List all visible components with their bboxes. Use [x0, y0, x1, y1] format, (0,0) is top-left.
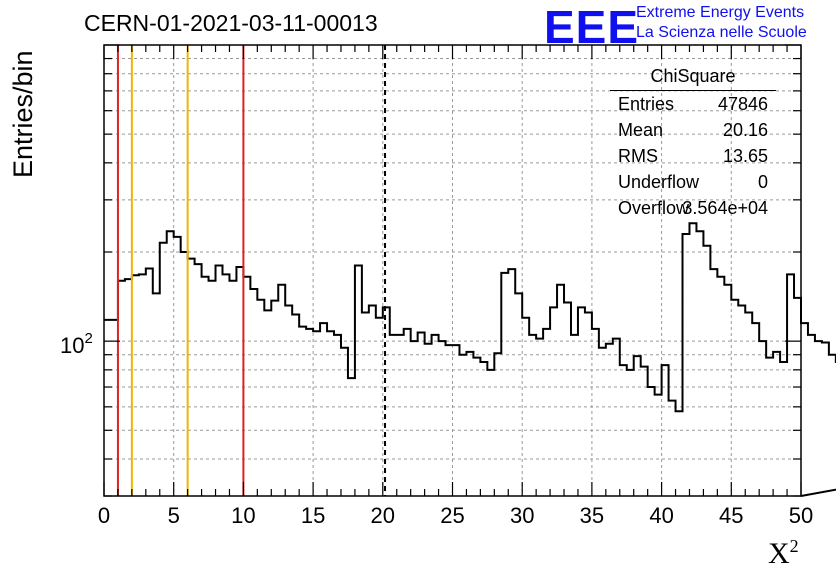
x-tick-label: 35 [580, 503, 604, 528]
x-tick-label: 25 [440, 503, 464, 528]
x-tick-label: 10 [231, 503, 255, 528]
x-tick-label: 0 [98, 503, 110, 528]
x-tick-label: 15 [301, 503, 325, 528]
eee-logo: EEE [544, 1, 640, 53]
histogram-series [104, 222, 836, 497]
stats-row-underflow: Underflow 0 [618, 172, 768, 192]
chart-title: CERN-01-2021-03-11-00013 [84, 10, 378, 36]
x-tick-label: 20 [371, 503, 395, 528]
y-tick-label: 102 [60, 330, 93, 358]
logo-line-1: Extreme Energy Events [636, 4, 805, 21]
stats-row-overflow: Overflow 3.564e+04 [618, 198, 768, 218]
stats-title: ChiSquare [610, 66, 776, 91]
x-tick-label: 50 [789, 503, 813, 528]
x-tick-label: 5 [168, 503, 180, 528]
y-axis-label: Entries/bin [8, 50, 38, 178]
x-axis-label: X2 [768, 536, 799, 570]
stats-row-rms: RMS 13.65 [618, 146, 768, 166]
stats-box: ChiSquare Entries 47846 Mean 20.16 RMS 13.6… [610, 66, 776, 221]
stats-row-entries: Entries 47846 [618, 94, 768, 114]
x-tick-label: 45 [719, 503, 743, 528]
x-tick-label: 40 [649, 503, 673, 528]
stats-row-mean: Mean 20.16 [618, 120, 768, 140]
logo-line-2: La Scienza nelle Scuole [636, 24, 807, 41]
x-tick-label: 30 [510, 503, 534, 528]
